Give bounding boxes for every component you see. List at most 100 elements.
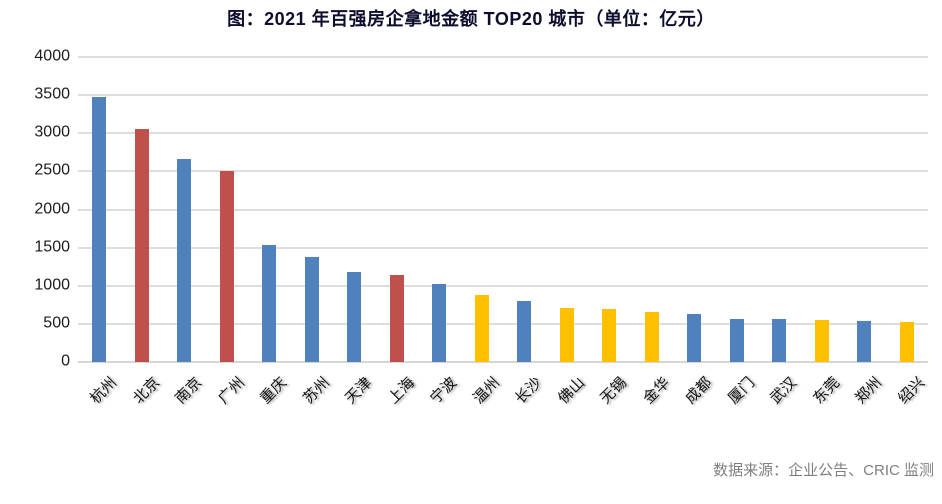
bar-column	[418, 57, 461, 362]
x-axis-label: 绍兴	[894, 374, 928, 408]
x-axis-label: 北京	[129, 374, 163, 408]
x-label-cell: 南京	[163, 364, 206, 444]
bar	[814, 320, 829, 362]
x-label-cell: 无锡	[588, 364, 631, 444]
bar-column	[78, 57, 121, 362]
y-tick-label: 2000	[34, 200, 70, 218]
bar-column	[206, 57, 249, 362]
x-axis-label: 武汉	[767, 374, 801, 408]
bar	[262, 244, 277, 362]
y-tick-label: 1500	[34, 238, 70, 256]
bar-column	[801, 57, 844, 362]
x-axis-label: 成都	[682, 374, 716, 408]
data-source-note: 数据来源：企业公告、CRIC 监测	[713, 462, 934, 479]
x-label-cell: 苏州	[291, 364, 334, 444]
x-axis-label: 金华	[639, 374, 673, 408]
x-label-cell: 东莞	[801, 364, 844, 444]
x-label-cell: 佛山	[546, 364, 589, 444]
gridline	[78, 322, 928, 325]
y-tick-label: 0	[61, 352, 70, 370]
bar	[559, 307, 574, 362]
y-tick-label: 3000	[34, 123, 70, 141]
bar-column	[163, 57, 206, 362]
bar	[857, 320, 872, 362]
gridline	[78, 94, 928, 97]
x-axis-label: 宁波	[427, 374, 461, 408]
x-label-cell: 杭州	[78, 364, 121, 444]
x-axis-label: 杭州	[87, 374, 121, 408]
bar	[602, 308, 617, 362]
x-axis-label: 天津	[342, 374, 376, 408]
bar-column	[843, 57, 886, 362]
gridline	[78, 361, 928, 363]
chart-title: 图：2021 年百强房企拿地金额 TOP20 城市（单位：亿元）	[227, 9, 715, 29]
bar-column	[546, 57, 589, 362]
gridline	[78, 246, 928, 249]
bar-column	[503, 57, 546, 362]
bar-column	[333, 57, 376, 362]
x-axis-label: 佛山	[554, 374, 588, 408]
x-label-cell: 上海	[376, 364, 419, 444]
x-label-cell: 北京	[121, 364, 164, 444]
x-axis-label: 上海	[384, 374, 418, 408]
x-label-cell: 成都	[673, 364, 716, 444]
bar-column	[461, 57, 504, 362]
gridline	[78, 284, 928, 287]
x-label-cell: 武汉	[758, 364, 801, 444]
y-tick-label: 4000	[34, 47, 70, 65]
bar	[517, 300, 532, 362]
y-tick-label: 3500	[34, 85, 70, 103]
x-label-cell: 天津	[333, 364, 376, 444]
bar-column	[886, 57, 929, 362]
bar-column	[673, 57, 716, 362]
gridline	[78, 208, 928, 211]
bar-column	[291, 57, 334, 362]
x-label-cell: 广州	[206, 364, 249, 444]
x-label-cell: 宁波	[418, 364, 461, 444]
gridline	[78, 132, 928, 135]
x-label-cell: 重庆	[248, 364, 291, 444]
x-axis-label: 广州	[214, 374, 248, 408]
x-axis-label: 温州	[469, 374, 503, 408]
bar-column	[588, 57, 631, 362]
x-label-cell: 郑州	[843, 364, 886, 444]
bar	[347, 272, 362, 362]
bar	[644, 312, 659, 362]
bar	[134, 129, 149, 362]
plot-area	[78, 56, 928, 363]
bar	[219, 170, 234, 362]
bars-row	[78, 57, 928, 362]
y-axis-labels: 0 500 1000 1500 2000 2500 3000 3500 4000	[0, 48, 70, 370]
bar	[92, 97, 107, 362]
x-axis-label: 重庆	[257, 374, 291, 408]
x-axis-label: 郑州	[852, 374, 886, 408]
gridline	[78, 170, 928, 173]
x-axis-label: 长沙	[512, 374, 546, 408]
y-tick-label: 500	[43, 314, 70, 332]
bar-column	[376, 57, 419, 362]
y-tick-label: 1000	[34, 276, 70, 294]
bar	[729, 318, 744, 362]
bar-column	[248, 57, 291, 362]
bar	[772, 318, 787, 362]
x-label-cell: 绍兴	[886, 364, 929, 444]
x-label-cell: 长沙	[503, 364, 546, 444]
bar	[389, 275, 404, 362]
bar	[304, 256, 319, 362]
x-axis-label: 东莞	[809, 374, 843, 408]
x-label-cell: 金华	[631, 364, 674, 444]
bar	[687, 313, 702, 362]
bar-column	[716, 57, 759, 362]
x-axis-labels: 杭州 北京 南京 广州 重庆 苏州 天津 上海 宁波 温州 长沙 佛山 无锡 金华 成都 厦门 武汉 东莞 郑州 绍兴	[78, 364, 928, 444]
bar	[177, 159, 192, 362]
x-axis-label: 苏州	[299, 374, 333, 408]
x-axis-label: 南京	[172, 374, 206, 408]
x-label-cell: 厦门	[716, 364, 759, 444]
bar	[899, 322, 914, 362]
bar	[432, 284, 447, 362]
y-tick-label: 2500	[34, 162, 70, 180]
gridline	[78, 56, 928, 58]
bar	[474, 294, 489, 362]
bar-column	[758, 57, 801, 362]
